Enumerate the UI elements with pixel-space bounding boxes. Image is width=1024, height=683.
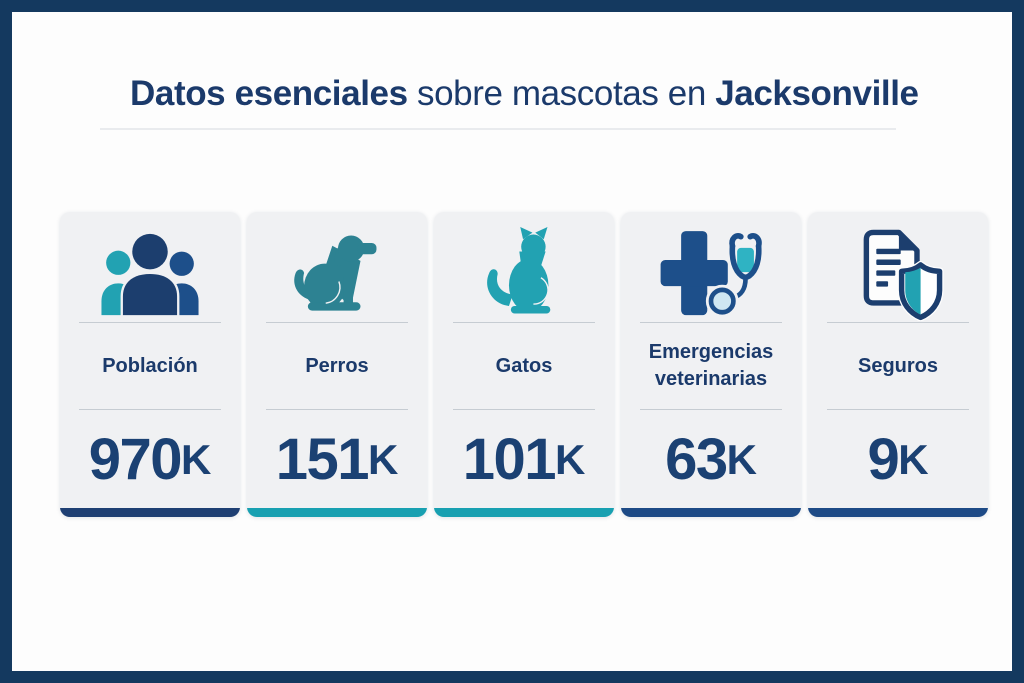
card-label: Perros — [305, 354, 369, 377]
card-value: 970 K — [60, 410, 240, 517]
card-label: Emergencias veterinarias — [648, 341, 774, 390]
vet-emergency-icon — [621, 226, 801, 322]
card-divider — [640, 322, 782, 323]
card-value: 101 K — [434, 410, 614, 517]
value-suffix: K — [180, 435, 212, 483]
value-suffix: K — [367, 435, 399, 483]
title-middle: sobre mascotas en — [407, 74, 716, 113]
card-divider — [640, 409, 782, 410]
card-value: 151 K — [247, 410, 427, 517]
document-shield-icon — [808, 226, 988, 322]
value-number: 63 — [665, 427, 728, 492]
stat-cards-row: Población 970 K — [60, 212, 988, 517]
value-number: 101 — [462, 427, 557, 492]
people-icon — [60, 226, 240, 322]
stat-card-perros: Perros 151 K — [247, 212, 427, 517]
card-label: Gatos — [495, 354, 553, 377]
card-divider — [827, 409, 969, 410]
value-number: 970 — [88, 427, 183, 492]
card-divider — [827, 322, 969, 323]
cat-icon — [434, 226, 614, 322]
card-divider — [266, 409, 408, 410]
card-label: Seguros — [857, 354, 939, 377]
value-suffix: K — [898, 435, 929, 483]
card-accent-bar — [621, 508, 801, 517]
card-accent-bar — [60, 508, 240, 517]
card-accent-bar — [434, 508, 614, 517]
stat-card-poblacion: Población 970 K — [60, 212, 240, 517]
title-lead: Datos esenciales — [130, 74, 408, 113]
card-label: Población — [102, 354, 198, 377]
title-emphasis: Jacksonville — [715, 74, 919, 113]
card-accent-bar — [247, 508, 427, 517]
title-divider — [100, 128, 896, 130]
stat-card-emergencias: Emergencias veterinarias 63 K — [621, 212, 801, 517]
card-divider — [453, 409, 595, 410]
page-title: Datos esenciales sobre mascotas en Jacks… — [130, 74, 919, 114]
value-suffix: K — [726, 435, 757, 483]
value-number: 151 — [275, 427, 370, 492]
value-number: 9 — [867, 427, 899, 492]
stat-card-gatos: Gatos 101 K — [434, 212, 614, 517]
card-accent-bar — [808, 508, 988, 517]
card-divider — [453, 322, 595, 323]
card-divider — [266, 322, 408, 323]
value-suffix: K — [554, 435, 586, 483]
card-divider — [79, 409, 221, 410]
dog-icon — [247, 226, 427, 322]
card-value: 63 K — [621, 410, 801, 517]
card-divider — [79, 322, 221, 323]
